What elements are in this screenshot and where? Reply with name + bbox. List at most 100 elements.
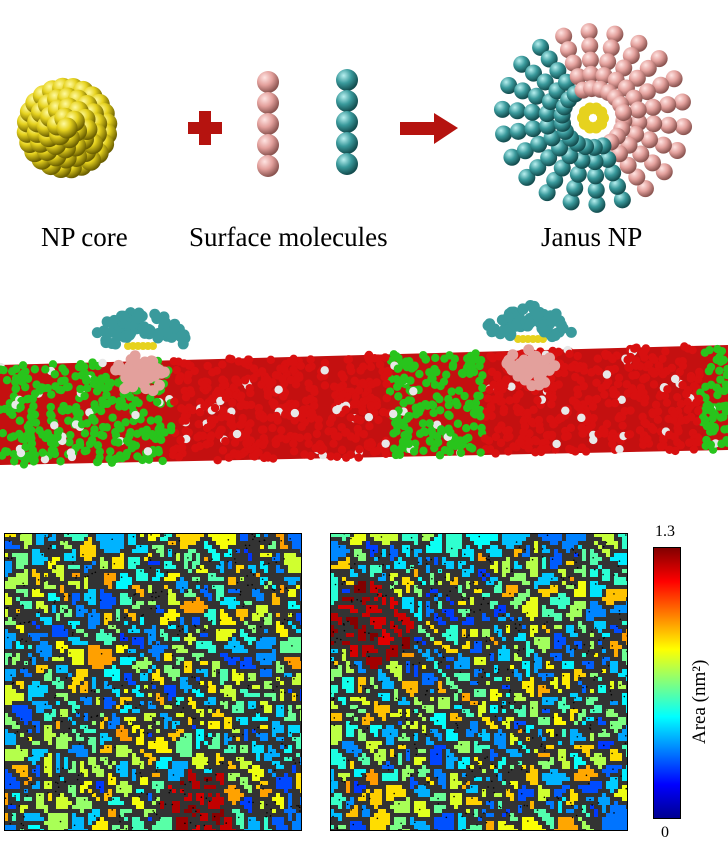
voronoi-cell	[240, 593, 245, 598]
voronoi-cell	[36, 669, 41, 674]
voronoi-cell	[144, 621, 149, 626]
voronoi-cell	[28, 641, 33, 646]
voronoi-cell	[276, 597, 281, 602]
voronoi-cell	[220, 617, 225, 622]
voronoi-cell	[24, 613, 29, 618]
voronoi-cell	[284, 605, 289, 610]
voronoi-cell	[76, 589, 81, 594]
voronoi-cell	[168, 669, 173, 674]
lipid-bead	[372, 401, 382, 410]
voronoi-cell	[132, 689, 137, 694]
voronoi-cell	[36, 569, 41, 574]
voronoi-cell	[264, 537, 269, 542]
voronoi-cell	[24, 649, 29, 654]
voronoi-cell	[128, 573, 133, 578]
voronoi-cell	[232, 565, 237, 570]
voronoi-cell	[272, 565, 277, 570]
voronoi-cell	[128, 653, 133, 658]
voronoi-cell	[184, 585, 189, 590]
lipid-bead	[653, 415, 663, 424]
lipid-bead	[277, 426, 286, 435]
voronoi-cell	[8, 561, 13, 566]
voronoi-cell	[192, 537, 197, 542]
voronoi-cell	[184, 653, 189, 658]
voronoi-cell	[216, 661, 221, 666]
voronoi-cell	[236, 593, 241, 598]
voronoi-cell	[268, 629, 273, 634]
voronoi-cell	[260, 557, 265, 562]
voronoi-cell	[280, 565, 285, 570]
voronoi-cell	[232, 585, 237, 590]
voronoi-cell	[56, 697, 61, 702]
voronoi-cell	[212, 569, 217, 574]
voronoi-cell	[248, 681, 253, 686]
voronoi-cell	[156, 629, 161, 634]
voronoi-cell	[76, 653, 81, 658]
voronoi-cell	[116, 637, 121, 642]
voronoi-cell	[36, 637, 41, 642]
voronoi-cell	[168, 681, 173, 686]
voronoi-cell	[80, 545, 85, 550]
voronoi-cell	[92, 645, 97, 650]
voronoi-cell	[8, 625, 13, 630]
voronoi-cell	[32, 549, 37, 554]
voronoi-cell	[256, 613, 261, 618]
voronoi-cell	[136, 561, 141, 566]
voronoi-cell	[12, 541, 17, 546]
lipid-bead	[651, 400, 661, 410]
voronoi-cell	[128, 593, 133, 598]
voronoi-cell	[176, 697, 181, 702]
voronoi-cell	[240, 625, 245, 630]
voronoi-cell	[216, 581, 221, 586]
voronoi-cell	[4, 637, 9, 642]
voronoi-cell	[244, 609, 249, 614]
np-core-graphic	[16, 77, 118, 179]
voronoi-cell	[76, 605, 81, 610]
voronoi-cell	[280, 581, 285, 586]
lipid-bead	[181, 393, 191, 402]
voronoi-cell	[276, 633, 281, 638]
lipid-bead	[554, 347, 563, 357]
voronoi-cell	[180, 617, 185, 622]
lipid-bead	[299, 405, 308, 414]
voronoi-cell	[72, 681, 77, 686]
voronoi-cell	[256, 649, 261, 654]
voronoi-cell	[20, 669, 25, 674]
voronoi-cell	[204, 693, 209, 698]
voronoi-cell	[240, 637, 245, 642]
voronoi-cell	[176, 605, 181, 610]
voronoi-cell	[240, 669, 245, 674]
voronoi-cell	[12, 609, 17, 614]
voronoi-cell	[268, 565, 273, 570]
voronoi-cell	[244, 537, 249, 542]
voronoi-cell	[164, 697, 169, 702]
voronoi-cell	[188, 625, 193, 630]
voronoi-cell	[76, 645, 81, 650]
voronoi-cell	[260, 613, 265, 618]
voronoi-cell	[36, 633, 41, 638]
voronoi-cell	[24, 657, 29, 662]
voronoi-cell	[52, 633, 57, 638]
voronoi-cell	[80, 653, 85, 658]
voronoi-cell	[44, 625, 49, 630]
voronoi-cell	[232, 541, 237, 546]
voronoi-cell	[220, 589, 225, 594]
voronoi-cell	[116, 673, 121, 678]
voronoi-cell	[236, 673, 241, 678]
voronoi-cell	[112, 545, 117, 550]
voronoi-cell	[116, 593, 121, 598]
lipid-bead	[431, 353, 440, 363]
voronoi-cell	[72, 573, 77, 578]
voronoi-cell	[252, 677, 257, 682]
voronoi-cell	[252, 629, 257, 634]
lipid-bead	[202, 440, 211, 449]
voronoi-cell	[160, 577, 165, 582]
voronoi-cell	[236, 693, 241, 698]
voronoi-cell	[196, 585, 201, 590]
voronoi-cell	[48, 533, 53, 538]
voronoi-cell	[220, 661, 225, 666]
voronoi-cell	[124, 661, 129, 666]
voronoi-cell	[216, 657, 221, 662]
voronoi-cell	[88, 689, 93, 694]
voronoi-cell	[204, 533, 209, 538]
